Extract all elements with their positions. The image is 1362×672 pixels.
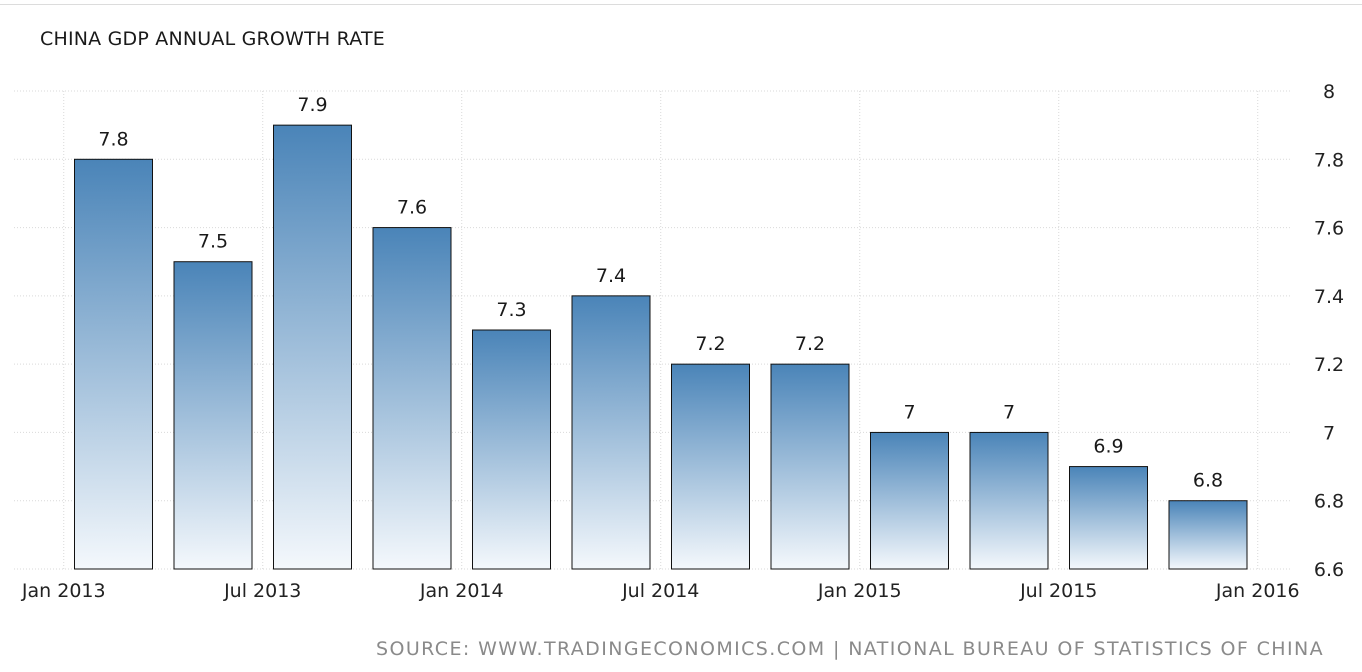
bar[interactable] (1069, 466, 1148, 570)
bar[interactable] (273, 124, 352, 570)
x-tick-label: Jan 2014 (419, 580, 504, 602)
y-tick-label: 7.2 (1314, 354, 1344, 376)
y-tick-label: 6.6 (1314, 559, 1344, 581)
bar[interactable] (870, 431, 949, 570)
data-label: 7 (903, 401, 915, 423)
x-tick-label: Jul 2014 (621, 580, 699, 602)
data-label: 7.6 (397, 197, 427, 219)
top-divider (0, 4, 1362, 5)
x-tick-label: Jan 2016 (1215, 580, 1300, 602)
bars (74, 124, 1248, 570)
x-tick-label: Jul 2015 (1019, 580, 1097, 602)
y-tick-label: 7.8 (1314, 149, 1344, 171)
y-tick-label: 6.8 (1314, 491, 1344, 513)
chart-title: CHINA GDP ANNUAL GROWTH RATE (40, 28, 385, 50)
data-label: 7.3 (496, 299, 526, 321)
x-axis: Jan 2013 Jul 2013 Jan 2014 Jul 2014 Jan 2015… (21, 580, 1300, 602)
x-tick-label: Jan 2013 (21, 580, 106, 602)
bar[interactable] (770, 363, 850, 570)
bar[interactable] (372, 227, 452, 570)
y-tick-label: 7 (1323, 422, 1335, 444)
x-tick-label: Jul 2013 (223, 580, 301, 602)
data-label: 6.9 (1093, 436, 1123, 458)
data-label: 7.9 (297, 94, 327, 116)
data-label: 7.2 (695, 333, 725, 355)
bar[interactable] (173, 261, 253, 570)
data-label: 7 (1003, 401, 1015, 423)
y-axis: 6.6 6.8 7 7.2 7.4 7.6 7.8 8 (1314, 81, 1344, 581)
data-labels: 7.8 7.5 7.9 7.6 7.3 7.4 7.2 7.2 7 7 6.9 6.8 (98, 94, 1223, 492)
bar[interactable] (1168, 500, 1248, 570)
y-tick-label: 8 (1323, 81, 1335, 103)
bar[interactable] (74, 158, 153, 570)
y-tick-label: 7.6 (1314, 218, 1344, 240)
data-label: 7.2 (795, 333, 825, 355)
data-label: 7.4 (596, 265, 626, 287)
data-label: 6.8 (1193, 470, 1223, 492)
x-tick-label: Jan 2015 (817, 580, 902, 602)
bar[interactable] (671, 363, 750, 570)
data-label: 7.8 (98, 128, 128, 150)
data-label: 7.5 (198, 231, 228, 253)
bar[interactable] (571, 295, 651, 570)
bar[interactable] (472, 329, 551, 570)
source-note: SOURCE: WWW.TRADINGECONOMICS.COM | NATIO… (376, 638, 1324, 660)
bar[interactable] (969, 431, 1049, 570)
y-tick-label: 7.4 (1314, 286, 1344, 308)
